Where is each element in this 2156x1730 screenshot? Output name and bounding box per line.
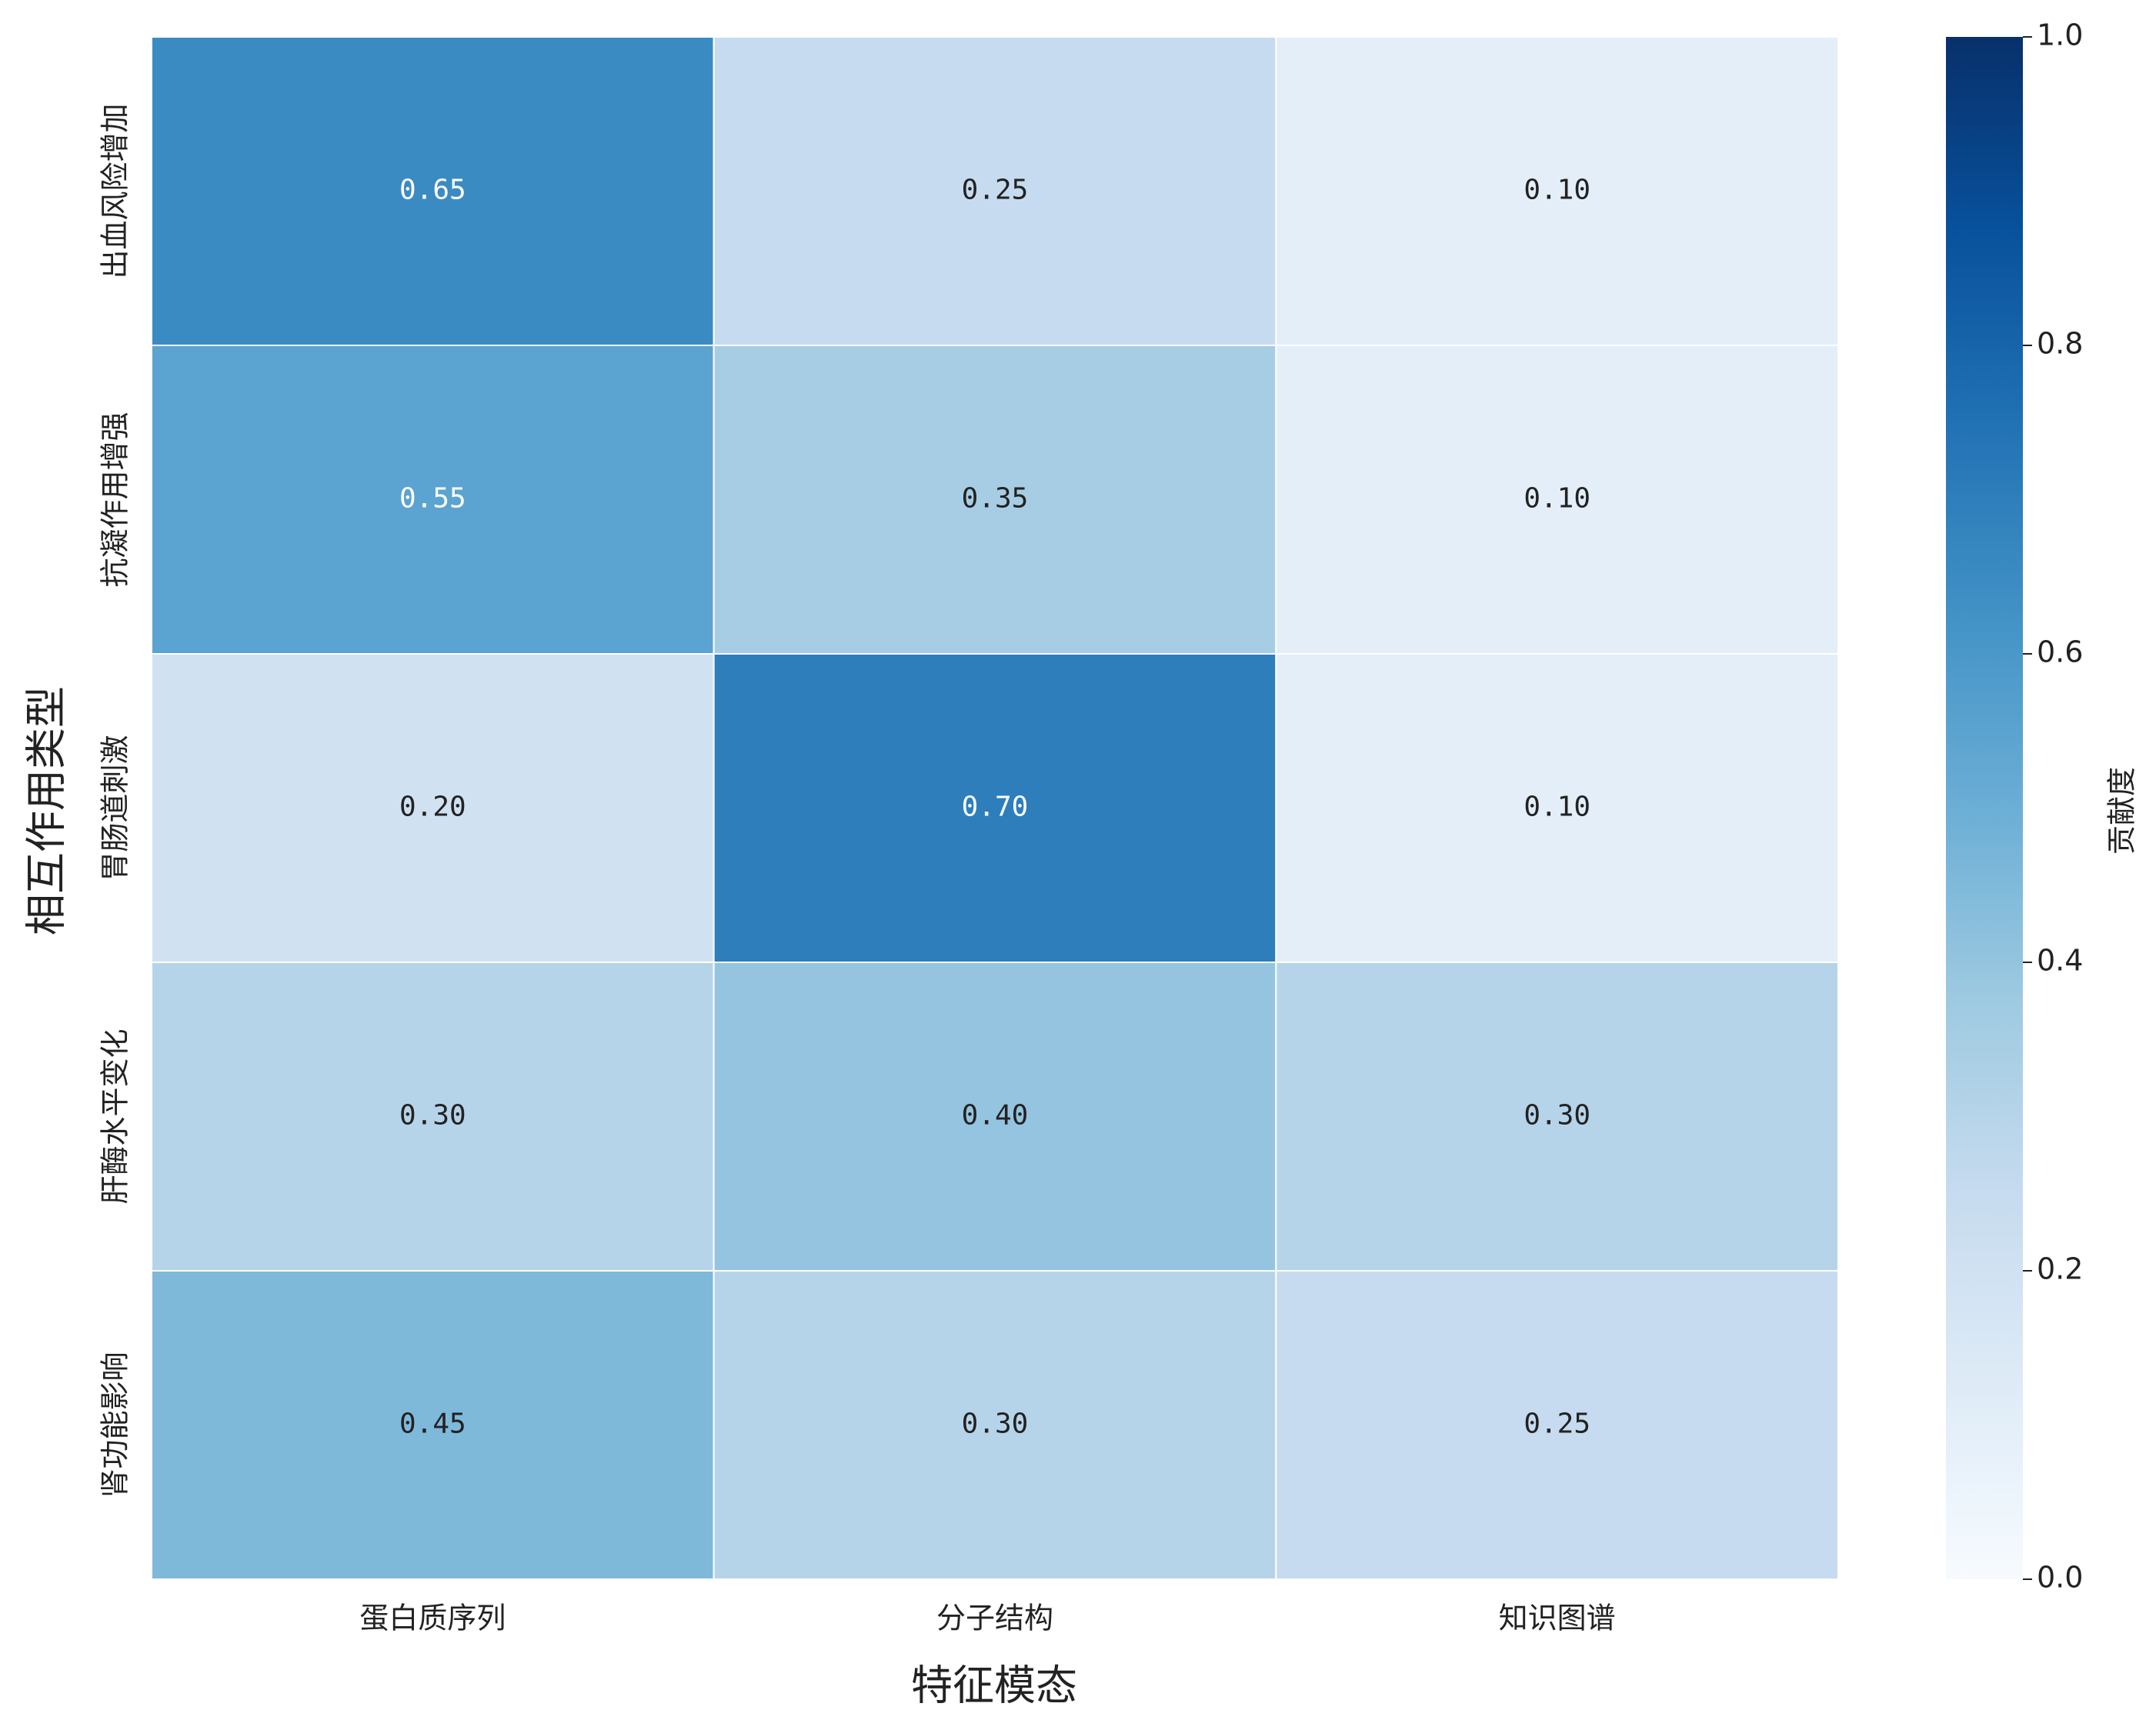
x-tick-label: 蛋白质序列 [359, 1602, 506, 1635]
y-tick-label: 肝酶水平变化 [98, 1028, 132, 1204]
cell-label: 0.30 [399, 1100, 466, 1132]
y-tick-label: 胃肠道刺激 [98, 735, 132, 881]
y-tick-label: 抗凝作用增强 [98, 412, 132, 587]
heatmap-cell [713, 36, 1277, 346]
x-tick-label: 知识图谱 [1499, 1602, 1616, 1635]
cell-label: 0.45 [399, 1408, 466, 1440]
cell-label: 0.20 [399, 792, 466, 823]
colorbar-tick-label: 0.0 [2037, 1561, 2083, 1595]
cell-label: 0.70 [962, 792, 1029, 823]
heatmap-cell [151, 962, 715, 1272]
x-axis-title: 特征模态 [911, 1662, 1077, 1710]
heatmap-cell [1275, 1270, 1840, 1580]
heatmap-cell [151, 653, 715, 963]
colorbar-tick-label: 0.6 [2037, 635, 2083, 669]
y-axis-title: 相互作用类型 [22, 686, 71, 935]
colorbar [1946, 37, 2023, 1579]
cell-label: 0.40 [962, 1100, 1029, 1132]
heatmap-cell [1275, 345, 1840, 655]
colorbar-tick-label: 0.4 [2037, 944, 2083, 978]
y-tick-label: 肾功能影响 [98, 1352, 132, 1498]
x-tick-label: 分子结构 [936, 1602, 1053, 1635]
heatmap-cell [1275, 962, 1840, 1272]
cell-label: 0.10 [1524, 175, 1590, 206]
heatmap-cell [1275, 36, 1840, 346]
heatmap-cell [713, 345, 1277, 655]
colorbar-tick-label: 0.8 [2037, 327, 2083, 361]
heatmap-cell [713, 1270, 1277, 1580]
cell-label: 0.10 [1524, 792, 1590, 823]
heatmap-cell [713, 653, 1277, 963]
cell-label: 0.55 [399, 483, 466, 515]
cell-label: 0.35 [962, 483, 1029, 515]
cell-label: 0.30 [1524, 1100, 1590, 1132]
cell-label: 0.25 [962, 175, 1029, 206]
colorbar-tick-label: 0.2 [2037, 1252, 2083, 1286]
cell-label: 0.25 [1524, 1408, 1590, 1440]
colorbar-title: 贡献度 [2105, 767, 2139, 855]
cell-label: 0.10 [1524, 483, 1590, 515]
heatmap-cell [151, 1270, 715, 1580]
heatmap-cell [151, 345, 715, 655]
heatmap-cell [151, 36, 715, 346]
y-tick-label: 出血风险增加 [98, 103, 132, 278]
cell-label: 0.65 [399, 175, 466, 206]
colorbar-tick-label: 1.0 [2037, 18, 2083, 52]
cell-label: 0.30 [962, 1408, 1029, 1440]
